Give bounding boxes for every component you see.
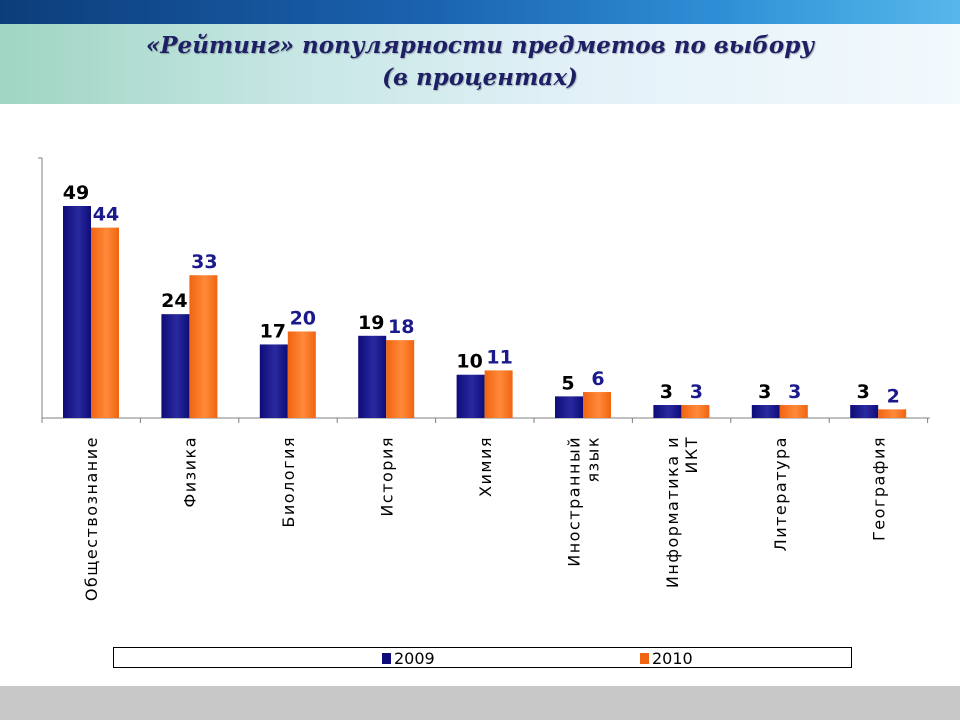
bar-2009 — [555, 396, 583, 418]
category-label: Иностранный — [565, 436, 584, 567]
data-label-2009: 19 — [358, 312, 384, 334]
top-gradient-bar — [0, 0, 960, 24]
bar-2009 — [161, 314, 190, 418]
data-label-2009: 5 — [561, 372, 574, 394]
data-label-2009: 10 — [456, 351, 482, 373]
slide-title: «Рейтинг» популярности предметов по выбо… — [0, 30, 960, 94]
bar-2009 — [259, 344, 288, 418]
bar-2009 — [358, 335, 387, 418]
data-label-2009: 3 — [857, 381, 870, 403]
bar-2009 — [850, 405, 879, 418]
data-label-2009: 49 — [63, 182, 89, 204]
data-label-2009: 17 — [260, 320, 286, 342]
bar-2010 — [91, 227, 119, 418]
bar-2009 — [653, 405, 682, 418]
bar-2010 — [779, 405, 808, 418]
data-label-2010: 2 — [887, 385, 900, 407]
category-label: Физика — [181, 436, 200, 508]
bottom-bar — [0, 686, 960, 720]
legend-label-2009: 2009 — [394, 648, 435, 668]
data-label-2010: 33 — [191, 251, 217, 273]
category-label: ИКТ — [682, 436, 701, 474]
category-label: Биология — [279, 436, 298, 528]
bar-2010 — [484, 370, 513, 418]
legend-item-2009: 2009 — [382, 648, 435, 668]
bar-2010 — [287, 331, 316, 418]
category-label: язык — [584, 436, 603, 482]
chart-legend: 2009 2010 — [113, 647, 852, 668]
data-label-2009: 3 — [758, 381, 771, 403]
data-label-2009: 3 — [660, 381, 673, 403]
bar-2009 — [63, 206, 91, 418]
data-label-2009: 24 — [161, 290, 187, 312]
legend-swatch-2009 — [382, 652, 391, 664]
data-label-2010: 3 — [788, 381, 801, 403]
bar-2009 — [751, 405, 780, 418]
bar-chart: 4944Обществознание2433Физика1720Биология… — [38, 157, 930, 601]
category-label: Информатика и — [663, 436, 682, 588]
category-label: История — [377, 436, 396, 517]
data-label-2010: 3 — [690, 381, 703, 403]
category-label: Обществознание — [82, 436, 101, 601]
legend-swatch-2010 — [640, 652, 649, 664]
data-label-2010: 6 — [591, 368, 604, 390]
bar-2010 — [583, 392, 611, 418]
legend-label-2010: 2010 — [652, 648, 693, 668]
legend-item-2010: 2010 — [640, 648, 693, 668]
bar-2010 — [386, 340, 415, 418]
data-label-2010: 20 — [290, 307, 316, 329]
title-line-2: (в процентах) — [382, 64, 578, 91]
bar-2010 — [681, 405, 710, 418]
title-line-1: «Рейтинг» популярности предметов по выбо… — [145, 32, 815, 59]
category-label: Литература — [771, 436, 790, 551]
category-label: Химия — [476, 436, 495, 497]
bar-2010 — [878, 409, 907, 418]
bar-2009 — [456, 374, 485, 418]
category-label: География — [869, 436, 888, 541]
data-label-2010: 18 — [388, 316, 414, 338]
title-banner — [0, 24, 960, 104]
data-label-2010: 11 — [486, 346, 512, 368]
data-label-2010: 44 — [93, 204, 119, 226]
bar-2010 — [189, 275, 218, 418]
